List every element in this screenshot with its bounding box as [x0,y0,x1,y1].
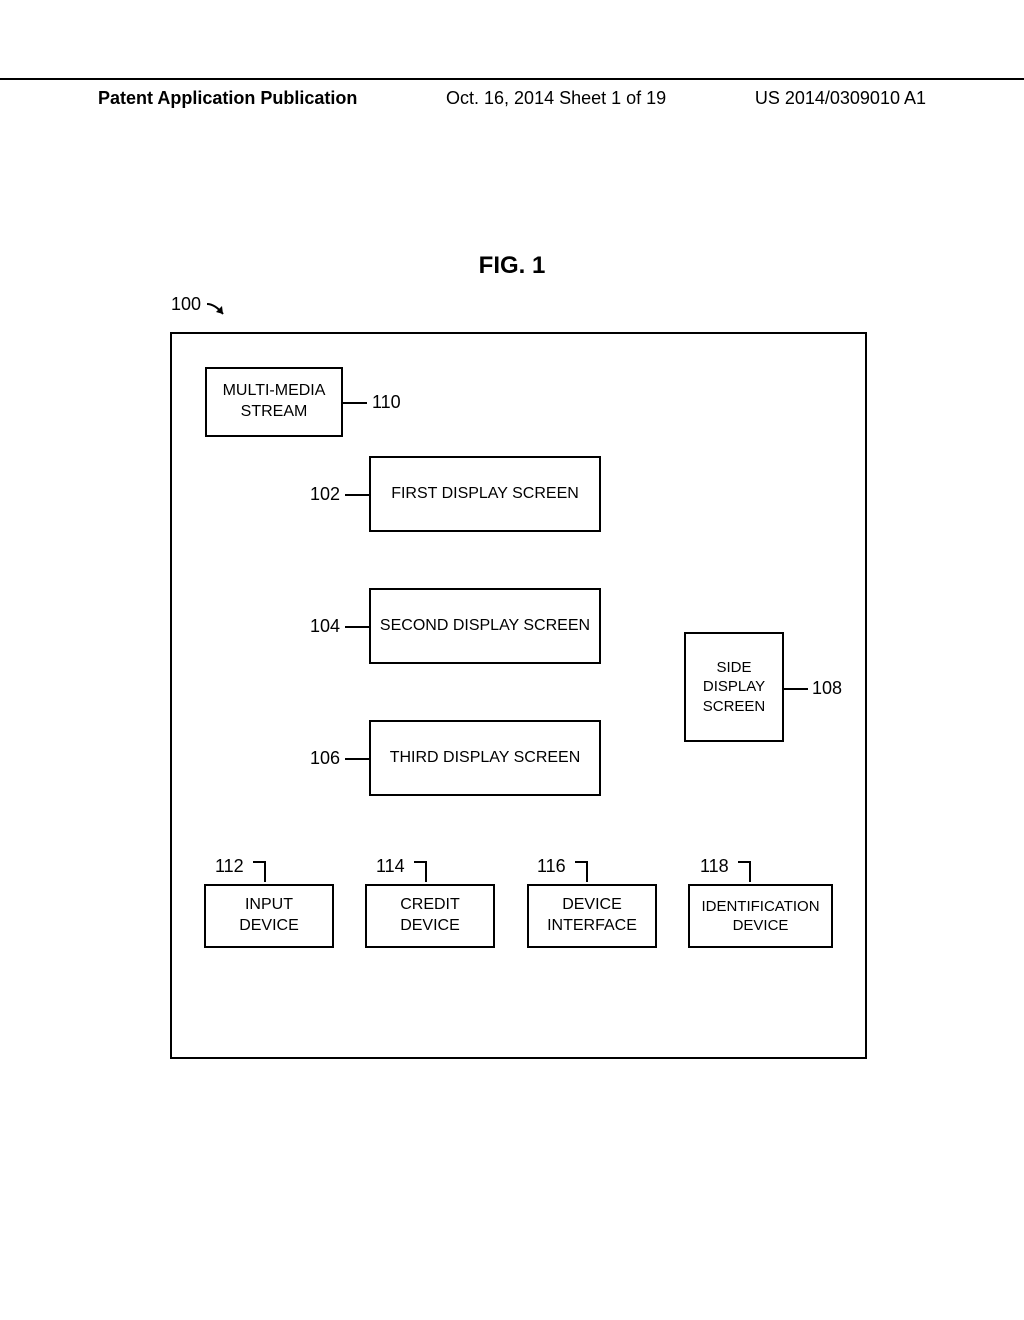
ref-104: 104 [310,616,340,637]
leader-104 [345,626,369,628]
block-second-display: SECOND DISPLAY SCREEN [369,588,601,664]
block-credit-device: CREDIT DEVICE [365,884,495,948]
ref-100: 100 [171,294,201,315]
block-device-interface-label: DEVICE INTERFACE [547,895,637,937]
block-side-display: SIDE DISPLAY SCREEN [684,632,784,742]
header-right: US 2014/0309010 A1 [755,88,926,109]
ref-102: 102 [310,484,340,505]
ref-106: 106 [310,748,340,769]
block-third-display: THIRD DISPLAY SCREEN [369,720,601,796]
block-second-display-label: SECOND DISPLAY SCREEN [380,616,590,637]
hook-112-icon [251,860,269,878]
block-side-display-label: SIDE DISPLAY SCREEN [703,658,766,717]
ref-108: 108 [812,678,842,699]
leader-110 [343,402,367,404]
hook-114-icon [412,860,430,878]
figure-title: FIG. 1 [0,252,1024,280]
ref-116: 116 [537,856,566,877]
block-third-display-label: THIRD DISPLAY SCREEN [390,748,581,769]
block-input-device: INPUT DEVICE [204,884,334,948]
ref-110: 110 [372,392,401,413]
block-multimedia-stream: MULTI-MEDIA STREAM [205,367,343,437]
leader-102 [345,494,369,496]
ref-100-arrow-icon [205,298,233,326]
leader-108 [784,688,808,690]
hook-116-icon [573,860,591,878]
block-input-device-label: INPUT DEVICE [239,895,299,937]
page-header: Patent Application Publication Oct. 16, … [0,78,1024,109]
header-center: Oct. 16, 2014 Sheet 1 of 19 [446,88,666,109]
header-left: Patent Application Publication [98,88,357,109]
hook-118-icon [736,860,754,878]
ref-118: 118 [700,856,729,877]
block-first-display: FIRST DISPLAY SCREEN [369,456,601,532]
block-identification-device-label: IDENTIFICATION DEVICE [701,897,819,936]
block-credit-device-label: CREDIT DEVICE [400,895,460,937]
block-first-display-label: FIRST DISPLAY SCREEN [391,484,579,505]
ref-112: 112 [215,856,244,877]
ref-114: 114 [376,856,405,877]
block-device-interface: DEVICE INTERFACE [527,884,657,948]
block-multimedia-stream-label: MULTI-MEDIA STREAM [223,381,326,423]
block-identification-device: IDENTIFICATION DEVICE [688,884,833,948]
leader-106 [345,758,369,760]
